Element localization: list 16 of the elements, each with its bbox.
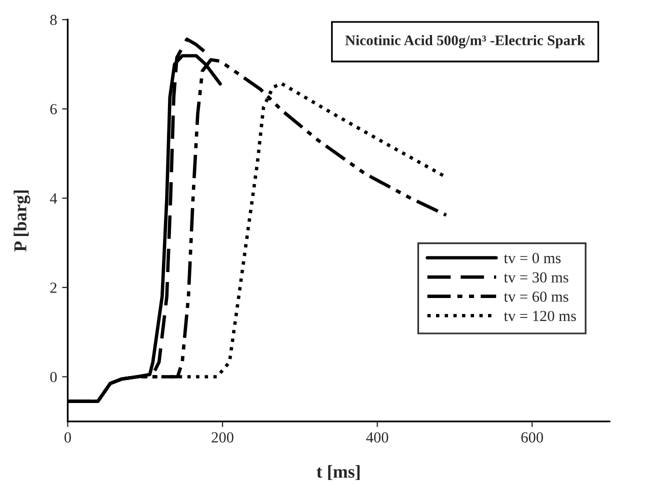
legend-label: tv = 120 ms — [504, 310, 576, 322]
x-tick-label: 400 — [366, 432, 388, 443]
annotation: Nicotinic Acid 500g/m³ -Electric Spark — [345, 35, 586, 48]
y-tick-label: 6 — [50, 104, 57, 114]
legend-label: tv = 0 ms — [504, 252, 561, 264]
y-tick-label: 4 — [50, 193, 58, 204]
x-tick-label: 200 — [212, 432, 234, 443]
y-tick-label: 2 — [50, 282, 56, 293]
x-tick-label: 600 — [521, 432, 543, 443]
x-axis-title: t [ms] — [316, 465, 360, 480]
legend-label: tv = 30 ms — [504, 272, 568, 283]
y-tick-label: 0 — [50, 372, 57, 382]
x-tick-label: 0 — [64, 432, 71, 443]
legend-label: tv = 60 ms — [504, 292, 568, 302]
y-axis-title: P [barg] — [14, 190, 30, 252]
y-tick-label: 8 — [50, 14, 57, 26]
